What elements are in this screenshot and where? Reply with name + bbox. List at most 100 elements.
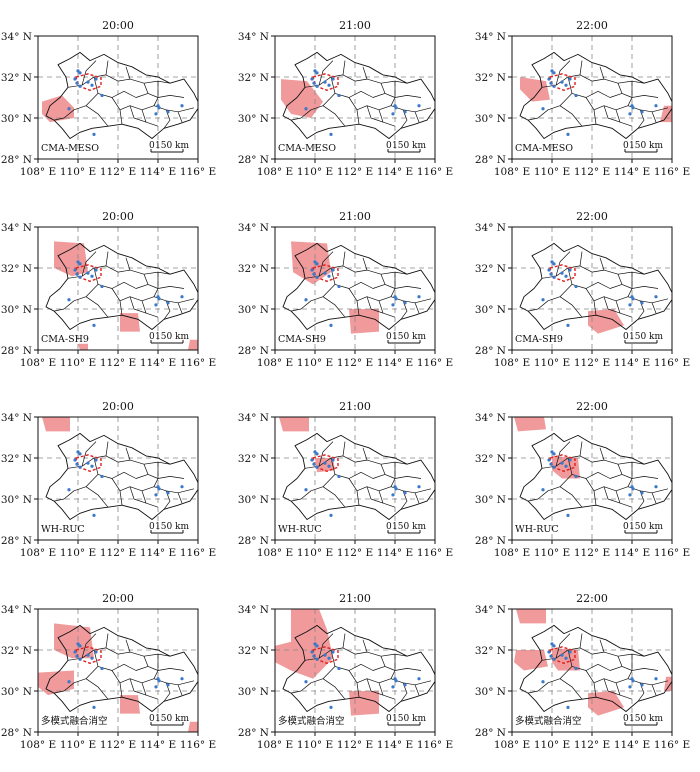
prefecture-boundary xyxy=(342,633,346,648)
panel-time-title: 22:00 xyxy=(576,592,608,605)
x-tick-label: 114° E xyxy=(377,357,413,369)
prefecture-boundary xyxy=(304,455,408,469)
prefecture-boundary xyxy=(342,441,346,456)
y-tick-label: 34° N xyxy=(1,31,32,43)
x-tick-label: 112° E xyxy=(574,547,610,559)
x-tick-label: 110° E xyxy=(297,357,333,369)
prefecture-boundary xyxy=(153,462,159,487)
observation-point xyxy=(631,487,635,491)
prefecture-boundary xyxy=(414,111,420,123)
map-panel: 20:00 108° E 110° E 112° E 114° E 116° E 28° N… xyxy=(1,592,216,751)
observation-point xyxy=(631,297,635,301)
observation-point xyxy=(157,106,161,110)
observation-point xyxy=(166,491,170,495)
observation-point xyxy=(337,284,341,289)
scale-distance-label: 150 km xyxy=(629,522,663,532)
x-tick-label: 116° E xyxy=(417,166,453,178)
forecast-clear-region xyxy=(514,417,546,432)
prefecture-boundary xyxy=(597,663,659,671)
observation-point xyxy=(315,84,319,88)
model-label: CMA-SH9 xyxy=(278,334,326,345)
prefecture-boundary xyxy=(322,486,346,508)
observation-point xyxy=(76,69,80,73)
x-tick-label: 112° E xyxy=(337,547,373,559)
prefecture-boundary xyxy=(93,649,125,671)
scale-bar: 0 150 km xyxy=(149,714,189,726)
observation-point xyxy=(86,461,90,465)
x-tick-label: 112° E xyxy=(574,166,610,178)
y-tick-label: 32° N xyxy=(238,645,269,657)
observation-point xyxy=(574,666,578,671)
prefecture-boundary xyxy=(125,66,131,80)
panel-time-title: 21:00 xyxy=(339,19,371,32)
observation-point xyxy=(549,654,553,658)
observation-point xyxy=(552,452,556,456)
x-tick-label: 112° E xyxy=(574,739,610,751)
observation-point xyxy=(78,71,82,75)
prefecture-boundary xyxy=(318,60,334,86)
forecast-clear-region xyxy=(54,241,88,277)
forecast-clear-region xyxy=(42,417,70,432)
prefecture-boundary xyxy=(366,678,384,696)
observation-point xyxy=(76,260,80,264)
observation-point xyxy=(327,83,331,87)
y-tick-label: 30° N xyxy=(475,304,506,316)
observation-point xyxy=(329,323,333,327)
prefecture-boundary xyxy=(322,678,346,700)
observation-point xyxy=(568,268,572,272)
observation-point xyxy=(304,107,308,111)
observation-point xyxy=(90,464,94,468)
observation-point xyxy=(78,465,82,469)
observation-point xyxy=(310,77,314,81)
map-panel: 22:00 108° E 110° E 112° E 114° E 116° E 28° N… xyxy=(475,210,690,369)
scale-bar: 0 150 km xyxy=(149,522,189,534)
map-panel-grid: 20:00 108° E 110° E 112° E 114° E 116° E 28° N… xyxy=(1,19,690,751)
prefecture-boundary xyxy=(599,639,605,653)
observation-point xyxy=(568,650,572,654)
prefecture-boundary xyxy=(599,66,605,80)
forecast-clear-region xyxy=(42,95,74,123)
prefecture-boundary xyxy=(290,474,336,502)
observation-point xyxy=(394,487,398,491)
y-tick-label: 28° N xyxy=(1,727,32,739)
prefecture-boundary xyxy=(378,490,396,508)
scale-bar: 0 150 km xyxy=(386,522,426,534)
prefecture-boundary xyxy=(617,656,623,667)
observation-point xyxy=(560,271,564,275)
observation-point xyxy=(403,491,407,495)
scale-bar: 0 150 km xyxy=(386,141,426,153)
prefecture-boundary xyxy=(362,639,368,653)
x-tick-label: 112° E xyxy=(100,357,136,369)
panel-time-title: 20:00 xyxy=(102,592,134,605)
observation-point xyxy=(100,93,104,98)
observation-point xyxy=(566,513,570,517)
model-label: WH-RUC xyxy=(278,524,322,535)
x-tick-label: 108° E xyxy=(20,547,56,559)
prefecture-boundary xyxy=(143,656,149,667)
prefecture-boundary xyxy=(67,455,171,469)
y-tick-label: 32° N xyxy=(475,72,506,84)
map-panel: 20:00 108° E 110° E 112° E 114° E 116° E 28° N… xyxy=(1,400,216,559)
panel-time-title: 22:00 xyxy=(576,210,608,223)
prefecture-boundary xyxy=(567,649,599,671)
prefecture-boundary xyxy=(177,111,183,123)
observation-point xyxy=(180,104,184,108)
observation-point xyxy=(76,450,80,454)
panel-time-title: 21:00 xyxy=(339,592,371,605)
prefecture-boundary xyxy=(541,647,645,661)
observation-point xyxy=(313,642,317,646)
y-tick-label: 28° N xyxy=(475,535,506,547)
prefecture-boundary xyxy=(129,486,147,504)
observation-point xyxy=(552,657,556,661)
observation-point xyxy=(329,705,333,709)
prefecture-boundary xyxy=(615,300,633,318)
x-tick-label: 116° E xyxy=(654,739,690,751)
prefecture-boundary xyxy=(85,678,109,700)
prefecture-boundary xyxy=(390,272,396,297)
observation-point xyxy=(628,303,632,307)
prefecture-boundary xyxy=(579,60,583,75)
x-tick-label: 110° E xyxy=(534,166,570,178)
observation-point xyxy=(75,654,79,658)
observation-point xyxy=(564,274,568,278)
observation-point xyxy=(574,474,578,479)
